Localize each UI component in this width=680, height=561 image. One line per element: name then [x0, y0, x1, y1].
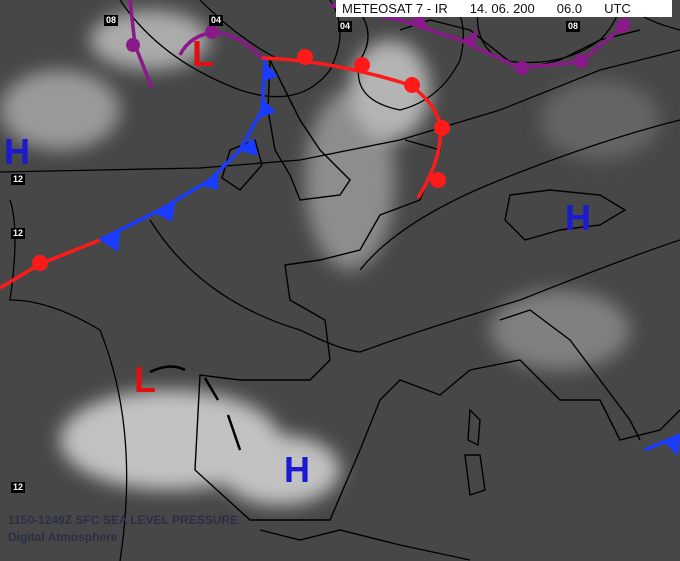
cold-front-symbols — [100, 64, 680, 456]
warm-front-symbols — [32, 49, 450, 271]
zone-label: UTC — [604, 1, 631, 16]
time-label: 06.0 — [556, 1, 583, 16]
high-pressure-label: H — [284, 449, 310, 490]
occluded-front-symbols — [126, 10, 630, 75]
isobar-label: 12 — [11, 228, 26, 239]
image-header: METEOSAT 7 - IR 14. 06. 200 06.0 UTC — [336, 0, 672, 17]
isobar-label: 08 — [104, 15, 119, 26]
isobar-label: 04 — [338, 21, 353, 32]
low-pressure-label: L — [134, 359, 156, 400]
high-pressure-label: H — [565, 197, 591, 238]
isobar-label: 12 — [11, 482, 26, 493]
satellite-label: METEOSAT 7 - IR — [342, 1, 448, 16]
isobar-label: 12 — [11, 174, 26, 185]
trough — [149, 365, 242, 451]
low-pressure-label: L — [192, 33, 214, 74]
cold-front — [99, 59, 680, 452]
coastlines — [194, 19, 680, 561]
cloud-cover — [0, 10, 660, 505]
caption-line-1: 1150-1249Z SFC SEA LEVEL PRESSURE — [8, 513, 239, 527]
isobar-label: 04 — [209, 15, 224, 26]
date-label: 14. 06. 200 — [469, 1, 535, 16]
high-pressure-label: H — [4, 131, 30, 172]
isobar-label: 08 — [566, 21, 581, 32]
caption-line-2: Digital Atmosphere — [8, 530, 118, 544]
